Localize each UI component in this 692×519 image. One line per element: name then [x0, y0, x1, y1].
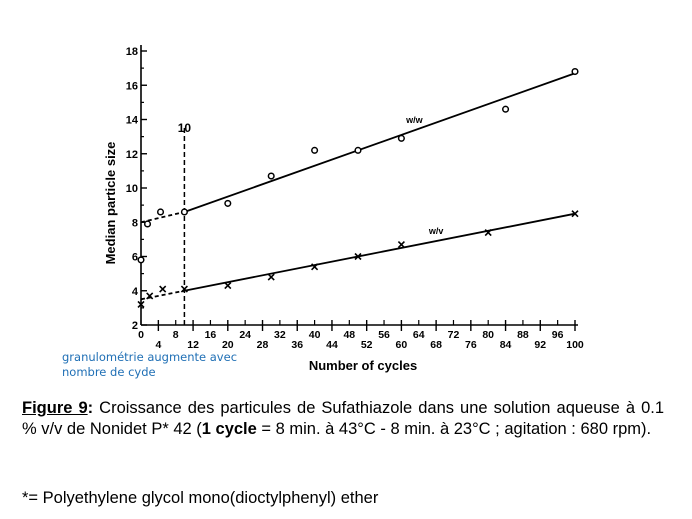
data-point-cross — [484, 228, 492, 237]
x-tick-label: 36 — [291, 339, 303, 351]
x-tick-label: 52 — [361, 339, 373, 351]
annotation-label: w/w — [405, 115, 424, 125]
data-points — [137, 68, 579, 309]
x-tick-label: 84 — [500, 339, 512, 351]
x-tick-label: 20 — [222, 339, 234, 351]
data-point-cross — [159, 285, 167, 293]
fit-lines — [140, 72, 576, 325]
data-point-cross — [267, 273, 275, 281]
x-tick-label: 48 — [343, 329, 355, 341]
data-point-cross — [180, 285, 188, 293]
x-tick-label: 0 — [138, 329, 144, 341]
figure-label: Figure 9 — [22, 399, 88, 417]
x-tick-label: 28 — [257, 339, 269, 351]
y-tick-label: 12 — [126, 149, 138, 161]
x-axis-title: Number of cycles — [309, 358, 417, 373]
y-tick-label: 8 — [132, 217, 138, 229]
x-tick-label: 12 — [187, 339, 199, 351]
data-point-cross — [146, 292, 154, 300]
caption-bold-cycle: 1 cycle — [201, 420, 257, 438]
annotation-line-1: granulométrie augmente avec — [62, 350, 238, 364]
x-tick-label: 92 — [534, 339, 546, 351]
data-point-circle — [143, 220, 152, 228]
x-tick-label: 40 — [309, 329, 321, 341]
data-point-cross — [224, 282, 232, 290]
x-tick-label: 68 — [430, 339, 442, 351]
y-tick-label: 2 — [132, 320, 138, 332]
y-tick-label: 10 — [126, 183, 138, 195]
x-tick-label: 56 — [378, 329, 390, 341]
x-tick-label: 4 — [155, 339, 161, 351]
x-tick-label: 72 — [448, 329, 460, 341]
x-tick-label: 24 — [239, 329, 251, 341]
data-point-circle — [571, 68, 579, 76]
data-point-circle — [354, 146, 362, 154]
data-point-circle — [397, 134, 405, 142]
footnote: *= Polyethylene glycol mono(dioctylpheny… — [22, 489, 379, 507]
x-tick-label: 44 — [326, 339, 338, 351]
y-tick-label: 6 — [132, 252, 138, 264]
data-point-cross — [397, 240, 405, 249]
data-point-circle — [224, 199, 232, 207]
x-tick-label: 8 — [173, 329, 179, 341]
annotation-label: 10 — [178, 121, 192, 135]
fit-line-w-w — [184, 72, 576, 213]
data-point-cross — [571, 210, 579, 218]
x-tick-label: 76 — [465, 339, 477, 351]
annotation-label: w/v — [428, 226, 444, 236]
x-tick-label: 100 — [566, 339, 584, 351]
fit-line-w-v — [184, 212, 576, 292]
handwritten-annotation: granulométrie augmente avec nombre de cy… — [62, 350, 237, 380]
data-point-circle — [267, 172, 275, 180]
data-point-circle — [137, 256, 145, 264]
data-point-cross — [137, 300, 145, 309]
data-point-circle — [502, 105, 510, 113]
axis-ticks — [140, 50, 576, 331]
axes — [140, 45, 578, 326]
data-point-cross — [311, 263, 319, 271]
caption-text-2: = 8 min. à 43°C - 8 min. à 23°C ; agitat… — [256, 420, 652, 438]
caption-text-1: Croissance des particules de Sufathiazol… — [22, 399, 665, 438]
data-point-circle — [180, 208, 188, 216]
annotation-line-2: nombre de cyde — [62, 365, 156, 379]
x-tick-label: 88 — [517, 329, 529, 341]
y-axis-title: Median particle size — [103, 142, 118, 265]
caption-colon: : — [87, 399, 94, 417]
data-point-cross — [354, 252, 362, 261]
data-point-circle — [156, 208, 165, 216]
x-tick-label: 96 — [552, 329, 564, 341]
y-tick-label: 18 — [126, 46, 138, 58]
x-tick-label: 16 — [205, 329, 217, 341]
y-tick-label: 16 — [126, 80, 138, 92]
x-tick-label: 32 — [274, 329, 286, 341]
x-tick-label: 64 — [413, 329, 425, 341]
x-tick-label: 80 — [482, 329, 494, 341]
x-tick-label: 60 — [396, 339, 408, 351]
figure-caption: Figure 9: Croissance des particules de S… — [22, 398, 664, 440]
y-tick-label: 4 — [132, 286, 139, 298]
y-tick-label: 14 — [126, 115, 139, 127]
data-point-circle — [311, 146, 319, 154]
